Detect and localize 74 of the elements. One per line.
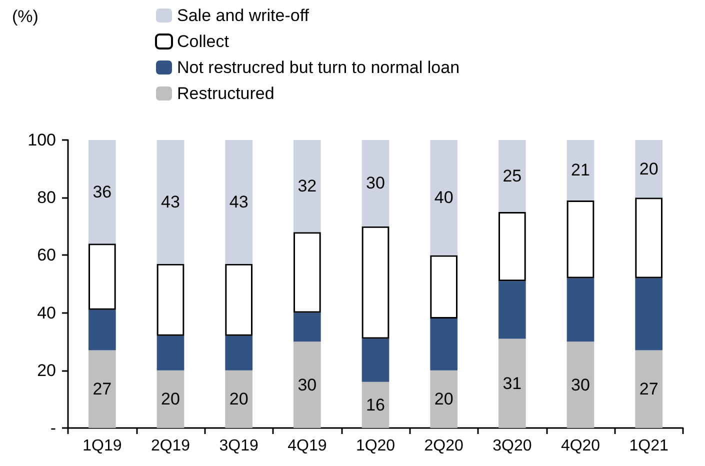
- data-label: 30: [298, 375, 317, 394]
- data-label: 16: [366, 395, 385, 414]
- x-tick-label: 3Q20: [492, 438, 532, 454]
- bar: [430, 255, 458, 319]
- data-label: 30: [571, 375, 590, 394]
- data-label: 30: [366, 174, 385, 193]
- bar: [635, 140, 662, 198]
- data-label: 20: [229, 390, 248, 409]
- bar: [156, 336, 184, 370]
- data-label: 25: [502, 166, 522, 186]
- x-tick-label: 2Q20: [424, 438, 464, 454]
- bar: [566, 342, 594, 428]
- bar: [225, 264, 252, 336]
- bar: [294, 342, 321, 428]
- bar: [225, 140, 252, 264]
- y-tick-label: -: [50, 418, 56, 438]
- data-label: 31: [502, 374, 522, 393]
- bar: [635, 198, 662, 278]
- data-label: 20: [639, 159, 658, 178]
- bar: [635, 350, 662, 428]
- legend-label: Sale and write-off: [177, 6, 310, 25]
- text: (%): [12, 7, 38, 26]
- legend-label: Restructured: [177, 84, 274, 103]
- bar: [566, 200, 594, 278]
- bar: [156, 370, 184, 428]
- bar: [498, 212, 526, 282]
- bar: [498, 338, 526, 428]
- bar: [430, 318, 458, 370]
- bar: [498, 281, 526, 339]
- bar: [430, 370, 458, 428]
- bar: [88, 310, 116, 350]
- x-tick-label: 3Q19: [219, 438, 259, 454]
- bar: [362, 382, 390, 428]
- data-label: 20: [434, 390, 454, 409]
- legend-label: Not restrucred but turn to normal loan: [177, 58, 460, 77]
- y-tick-label: 40: [37, 303, 56, 322]
- data-label: 21: [571, 160, 590, 180]
- data-label: 40: [434, 188, 454, 208]
- bar: [294, 140, 321, 232]
- bar: [156, 140, 184, 264]
- x-tick-label: 2Q19: [150, 438, 190, 454]
- bar: [566, 278, 594, 342]
- bar: [362, 226, 390, 339]
- x-tick-label: 4Q19: [288, 438, 327, 454]
- bar: [88, 140, 116, 244]
- y-tick-label: 100: [28, 130, 56, 150]
- data-label: 32: [298, 176, 317, 196]
- bar: [498, 140, 526, 212]
- data-label: 43: [229, 192, 248, 212]
- data-label: 27: [639, 380, 658, 399]
- y-tick-label: 20: [37, 360, 56, 380]
- bar: [156, 264, 184, 336]
- bar: [362, 140, 390, 226]
- bar: [225, 336, 252, 370]
- bar: [362, 338, 390, 382]
- bar: [430, 140, 458, 256]
- bar: [294, 232, 321, 313]
- x-tick-label: 1Q20: [356, 438, 396, 454]
- y-tick-label: 60: [37, 246, 56, 265]
- bar: [88, 244, 116, 310]
- data-label: 36: [92, 182, 112, 202]
- x-tick-label: 1Q19: [82, 438, 122, 454]
- bar: [88, 350, 116, 428]
- data-label: 43: [161, 192, 180, 212]
- bar: [566, 140, 594, 200]
- x-tick-label: 4Q20: [560, 438, 600, 454]
- x-tick-label: 1Q21: [629, 438, 669, 454]
- legend-label: Collect: [177, 32, 230, 51]
- bar: [635, 278, 662, 350]
- data-label: 27: [92, 380, 112, 399]
- bar: [294, 312, 321, 342]
- bar: [225, 370, 252, 428]
- data-label: 20: [161, 390, 180, 409]
- y-tick-label: 80: [37, 188, 56, 208]
